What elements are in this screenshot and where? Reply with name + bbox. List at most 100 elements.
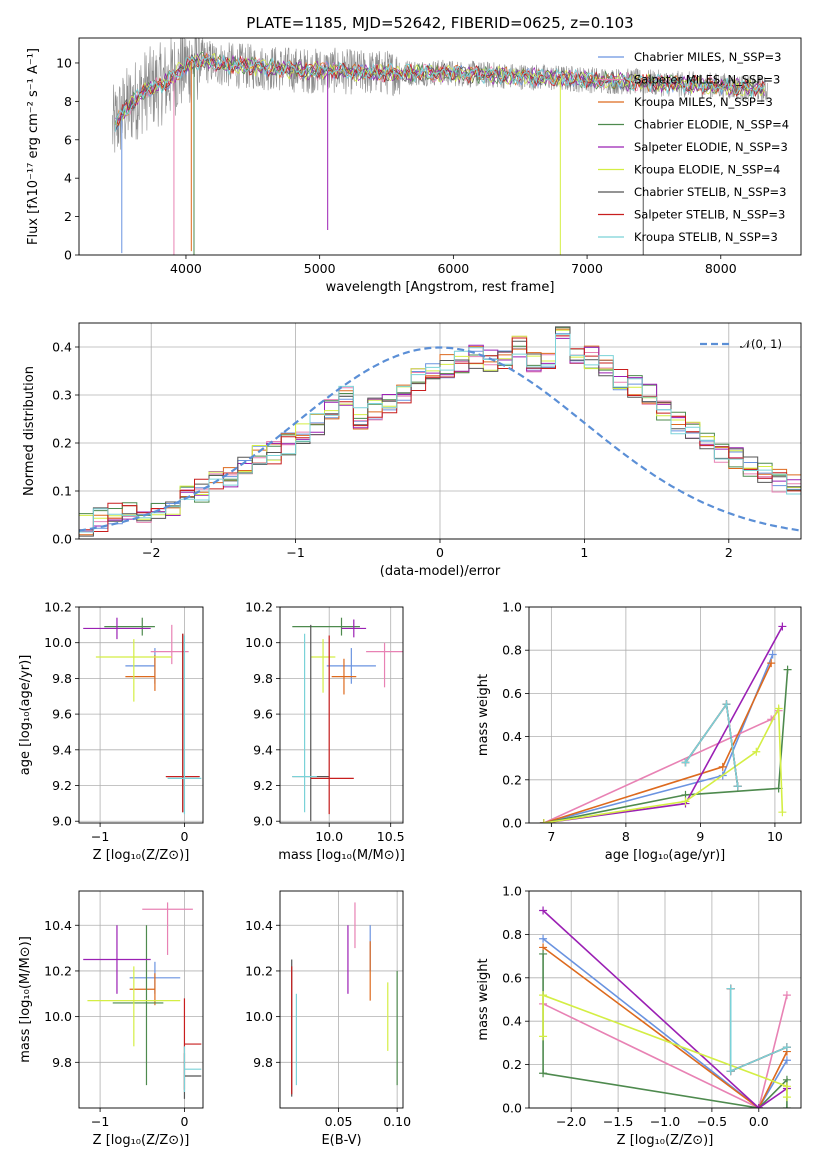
weight-marker [726,1067,735,1076]
weight-line [543,654,774,823]
weight-marker [681,758,690,767]
x-tick-label: 8 [622,829,630,844]
weight-line [542,938,788,1108]
y-tick-label: 9.4 [253,742,273,757]
residual-histogram [79,335,801,532]
weight-marker [752,747,761,756]
weight-line [684,702,739,787]
y-tick-label: 0.2 [502,772,522,787]
y-tick-label: 0.2 [502,1057,522,1072]
y-tick-label: 9.8 [52,1055,72,1070]
y-tick-label: 0.8 [502,643,522,658]
y-tick-label: 8 [64,94,72,109]
age_vs_Z-plot-area [83,617,202,815]
x-tick-label: −2.0 [556,1114,586,1129]
mass_vs_ebv-panel: 0.05 0.10 9.8 10.0 10.2 10.4 E(B-V) [245,890,411,1148]
y-tick-label: 10.4 [44,918,72,933]
mass_vs_Z-panel: −1 0 9.8 10.0 10.2 10.4 Z [log₁₀(Z/Z⊙)] mass [l… [18,890,204,1148]
y-axis-label: mass weight [476,958,491,1040]
x-tick-label: 1 [580,545,588,560]
y-tick-label: 10.0 [44,1009,72,1024]
weight-line [542,995,788,1108]
x-axis-label: mass [log₁₀(M/M⊙)] [278,848,405,863]
residuals-plot-area [79,326,801,537]
legend-label: Salpeter ELODIE, N_SSP=3 [634,140,788,154]
x-axis-label: Z [log₁₀(Z/Z⊙)] [93,1133,190,1148]
x-tick-label: 10.5 [377,829,405,844]
axes-frame [279,890,404,1109]
weight-marker [754,1104,763,1108]
x-tick-label: −1 [91,829,109,844]
mass_vs_ebv-plot-area [291,902,398,1097]
y-tick-label: 10.4 [245,918,273,933]
y-tick-label: 0.0 [502,816,522,831]
model-spectrum-line [114,55,765,132]
x-tick-label: 0 [180,829,188,844]
y-tick-label: 9.2 [52,778,72,793]
y-axis-label: mass weight [476,674,491,756]
y-tick-label: 0.1 [52,484,72,499]
weight-marker [782,1082,791,1091]
normal-legend-label: 𝒩(0, 1) [740,337,782,351]
y-tick-label: 0.0 [502,1101,522,1116]
x-axis-label: (data-model)/error [380,564,501,579]
legend-label: Kroupa STELIB, N_SSP=3 [634,230,778,244]
y-tick-label: 0.4 [502,729,522,744]
age_vs_Z-panel: −1 0 9.0 9.2 9.4 9.6 9.8 10.0 10.2 Z [log₁₀(Z/Z⊙)… [18,600,204,863]
residual-histogram [79,333,801,533]
legend-label: Salpeter STELIB, N_SSP=3 [634,208,785,222]
x-axis-label: Z [log₁₀(Z/Z⊙)] [617,1133,714,1148]
axes-frame [78,322,802,540]
y-tick-label: 9.8 [52,671,72,686]
weight-line [543,662,772,823]
y-tick-label: 9.8 [253,1055,273,1070]
y-tick-label: 0.4 [52,340,72,355]
x-tick-label: 2 [725,545,733,560]
model-spectrum-line [115,53,765,122]
age_vs_mass-plot-area [292,617,403,822]
y-tick-label: 0.0 [52,532,72,547]
x-axis-label: Z [log₁₀(Z/Z⊙)] [93,848,190,863]
weight_vs_age-plot-area [539,622,792,823]
y-axis-label: Flux [fλ10⁻¹⁷ erg cm⁻² s⁻¹ A⁻¹] [26,48,41,245]
model-spectrum-line [114,52,765,126]
y-axis-label: age [log₁₀(age/yr)] [18,655,33,776]
weight-marker [774,704,783,713]
weight-marker [539,949,548,958]
y-tick-label: 10.2 [44,963,72,978]
x-tick-label: −1.0 [650,1114,680,1129]
x-tick-label: 5000 [304,261,336,276]
x-tick-label: −2 [142,545,160,560]
y-tick-label: 0.8 [502,927,522,942]
x-tick-label: −1.5 [603,1114,633,1129]
weight-marker [539,934,548,943]
y-tick-label: 4 [64,171,72,186]
weight-marker [681,797,690,806]
age_vs_mass-panel: 10.0 10.5 9.0 9.2 9.4 9.6 9.8 10.0 10.2 mass [log… [245,600,405,864]
x-tick-label: 7 [547,829,555,844]
axes-frame [528,890,802,1109]
x-tick-label: 0 [180,1114,188,1129]
legend-label: Salpeter MILES, N_SSP=3 [634,73,780,87]
x-tick-label: 0.05 [325,1114,353,1129]
weight-marker [767,659,776,668]
x-tick-label: −1 [286,545,304,560]
weight-marker [539,1069,548,1078]
legend-label: Kroupa ELODIE, N_SSP=4 [634,163,780,177]
x-tick-label: 10.0 [315,829,343,844]
weight_vs_Z-plot-area [539,906,791,1108]
y-tick-label: 9.0 [253,814,273,829]
y-tick-label: 10.0 [44,635,72,650]
y-tick-label: 0.6 [502,970,522,985]
y-tick-label: 9.0 [52,814,72,829]
weight-marker [539,819,548,823]
x-tick-label: −1 [91,1114,109,1129]
x-tick-label: 4000 [170,261,202,276]
weight-marker [539,1032,548,1041]
weight-line [543,669,789,823]
weight-marker [782,1056,791,1065]
y-tick-label: 9.4 [52,742,72,757]
weight-marker [733,782,742,791]
weight-marker [539,991,548,1000]
y-tick-label: 6 [64,132,72,147]
